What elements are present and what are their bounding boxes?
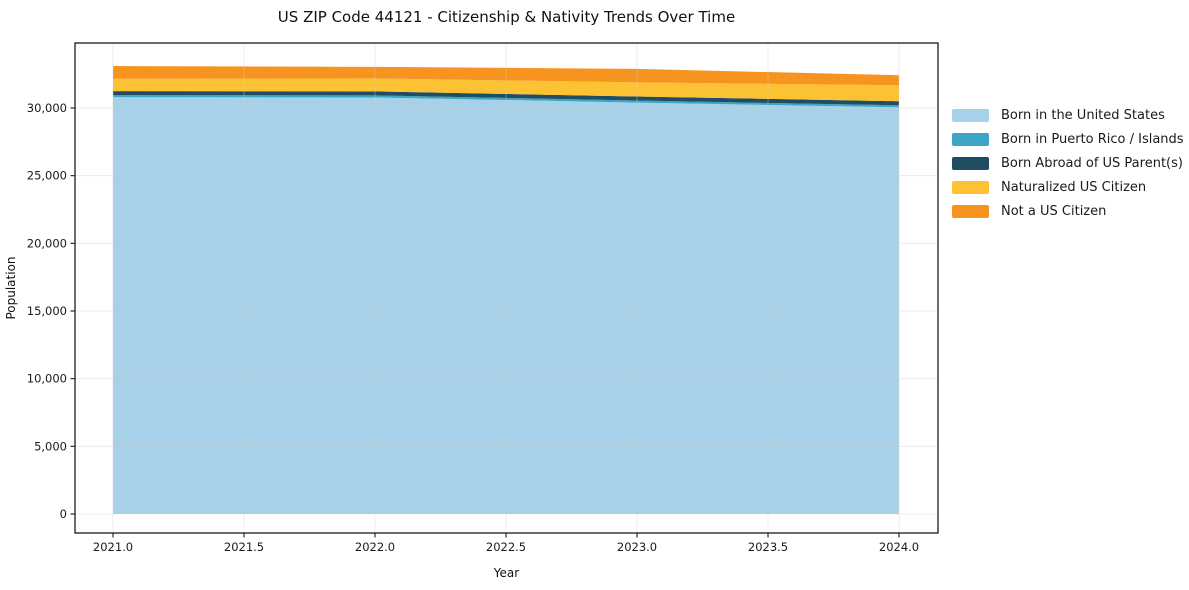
area-series-4 bbox=[113, 66, 899, 86]
y-tick-label: 0 bbox=[60, 507, 67, 521]
x-tick-label: 2024.0 bbox=[879, 540, 919, 554]
legend-label: Born in Puerto Rico / Islands bbox=[1001, 131, 1184, 147]
legend-label: Born in the United States bbox=[1001, 107, 1165, 123]
x-tick-label: 2022.0 bbox=[355, 540, 395, 554]
y-tick-label: 30,000 bbox=[27, 101, 67, 115]
legend-swatch-born-abroad bbox=[952, 156, 989, 170]
legend-label: Born Abroad of US Parent(s) bbox=[1001, 155, 1183, 171]
legend-item-born-us: Born in the United States bbox=[952, 103, 1184, 127]
legend-swatch-puerto-rico bbox=[952, 132, 989, 146]
area-series-2 bbox=[113, 91, 899, 106]
legend-item-not-citizen: Not a US Citizen bbox=[952, 199, 1184, 223]
x-tick-label: 2023.0 bbox=[617, 540, 657, 554]
y-tick-label: 5,000 bbox=[34, 439, 67, 453]
x-tick-label: 2021.5 bbox=[224, 540, 264, 554]
legend-label: Not a US Citizen bbox=[1001, 203, 1107, 219]
area-series-0 bbox=[113, 97, 899, 514]
area-series-1 bbox=[113, 95, 899, 108]
y-tick-label: 10,000 bbox=[27, 372, 67, 386]
x-tick-label: 2023.5 bbox=[748, 540, 788, 554]
legend-swatch-not-citizen bbox=[952, 204, 989, 218]
legend-item-puerto-rico: Born in Puerto Rico / Islands bbox=[952, 127, 1184, 151]
y-tick-label: 15,000 bbox=[27, 304, 67, 318]
x-axis-label: Year bbox=[493, 566, 520, 580]
y-axis-label: Population bbox=[4, 256, 18, 320]
legend-label: Naturalized US Citizen bbox=[1001, 179, 1147, 195]
legend-item-naturalized: Naturalized US Citizen bbox=[952, 175, 1184, 199]
y-tick-label: 25,000 bbox=[27, 169, 67, 183]
chart-title: US ZIP Code 44121 - Citizenship & Nativi… bbox=[277, 8, 736, 26]
area-series-3 bbox=[113, 78, 899, 102]
legend-item-born-abroad: Born Abroad of US Parent(s) bbox=[952, 151, 1184, 175]
x-tick-label: 2021.0 bbox=[93, 540, 133, 554]
legend-swatch-born-us bbox=[952, 108, 989, 122]
legend-swatch-naturalized bbox=[952, 180, 989, 194]
x-tick-label: 2022.5 bbox=[486, 540, 526, 554]
y-tick-label: 20,000 bbox=[27, 236, 67, 250]
legend: Born in the United States Born in Puerto… bbox=[952, 103, 1184, 223]
